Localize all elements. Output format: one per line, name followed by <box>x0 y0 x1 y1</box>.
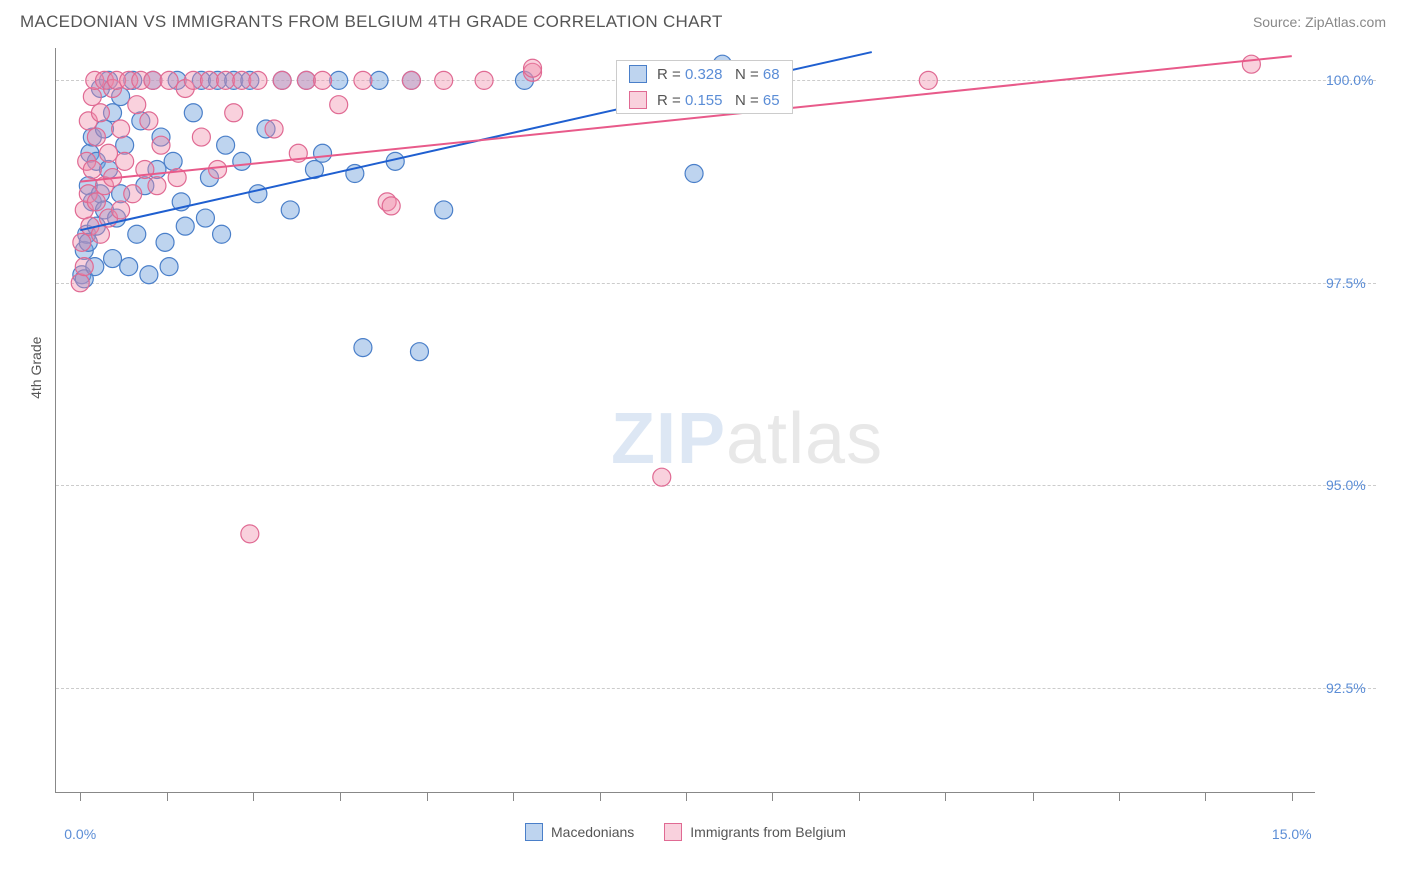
x-tick-label: 0.0% <box>64 826 96 842</box>
chart-header: MACEDONIAN VS IMMIGRANTS FROM BELGIUM 4T… <box>0 0 1406 40</box>
chart-container: ZIPatlas R = 0.328 N = 68R = 0.155 N = 6… <box>55 48 1385 818</box>
trend-lines-layer <box>56 48 1316 793</box>
source-prefix: Source: <box>1253 14 1305 30</box>
x-minor-tick <box>1205 793 1206 801</box>
stats-row: R = 0.328 N = 68 <box>617 61 792 87</box>
y-axis-label: 4th Grade <box>28 337 44 399</box>
x-minor-tick <box>772 793 773 801</box>
x-minor-tick <box>253 793 254 801</box>
x-minor-tick <box>859 793 860 801</box>
legend-swatch <box>525 823 543 841</box>
legend-label: Macedonians <box>551 824 634 840</box>
stats-row: R = 0.155 N = 65 <box>617 87 792 113</box>
x-minor-tick <box>1033 793 1034 801</box>
x-minor-tick <box>167 793 168 801</box>
stats-text: R = 0.328 N = 68 <box>657 66 780 83</box>
x-minor-tick <box>1119 793 1120 801</box>
legend-item: Macedonians <box>525 823 634 841</box>
y-tick-label: 95.0% <box>1326 477 1366 493</box>
legend-swatch <box>664 823 682 841</box>
legend-label: Immigrants from Belgium <box>690 824 846 840</box>
x-minor-tick <box>686 793 687 801</box>
y-tick-label: 97.5% <box>1326 275 1366 291</box>
stats-text: R = 0.155 N = 65 <box>657 92 780 109</box>
x-tick-label: 15.0% <box>1272 826 1312 842</box>
y-tick-label: 92.5% <box>1326 680 1366 696</box>
y-tick-label: 100.0% <box>1326 72 1373 88</box>
x-minor-tick <box>945 793 946 801</box>
stats-swatch <box>629 65 647 83</box>
plot-area: ZIPatlas R = 0.328 N = 68R = 0.155 N = 6… <box>55 48 1315 793</box>
chart-title: MACEDONIAN VS IMMIGRANTS FROM BELGIUM 4T… <box>20 12 723 32</box>
x-minor-tick <box>340 793 341 801</box>
x-major-tick <box>1292 793 1293 801</box>
correlation-stats-box: R = 0.328 N = 68 R = 0.155 N = 65 <box>616 60 793 114</box>
x-minor-tick <box>427 793 428 801</box>
x-major-tick <box>80 793 81 801</box>
stats-swatch <box>629 91 647 109</box>
source-name: ZipAtlas.com <box>1305 14 1386 30</box>
source-attribution: Source: ZipAtlas.com <box>1253 14 1386 30</box>
legend: Macedonians Immigrants from Belgium <box>525 823 846 841</box>
x-minor-tick <box>600 793 601 801</box>
x-minor-tick <box>513 793 514 801</box>
legend-item: Immigrants from Belgium <box>664 823 846 841</box>
